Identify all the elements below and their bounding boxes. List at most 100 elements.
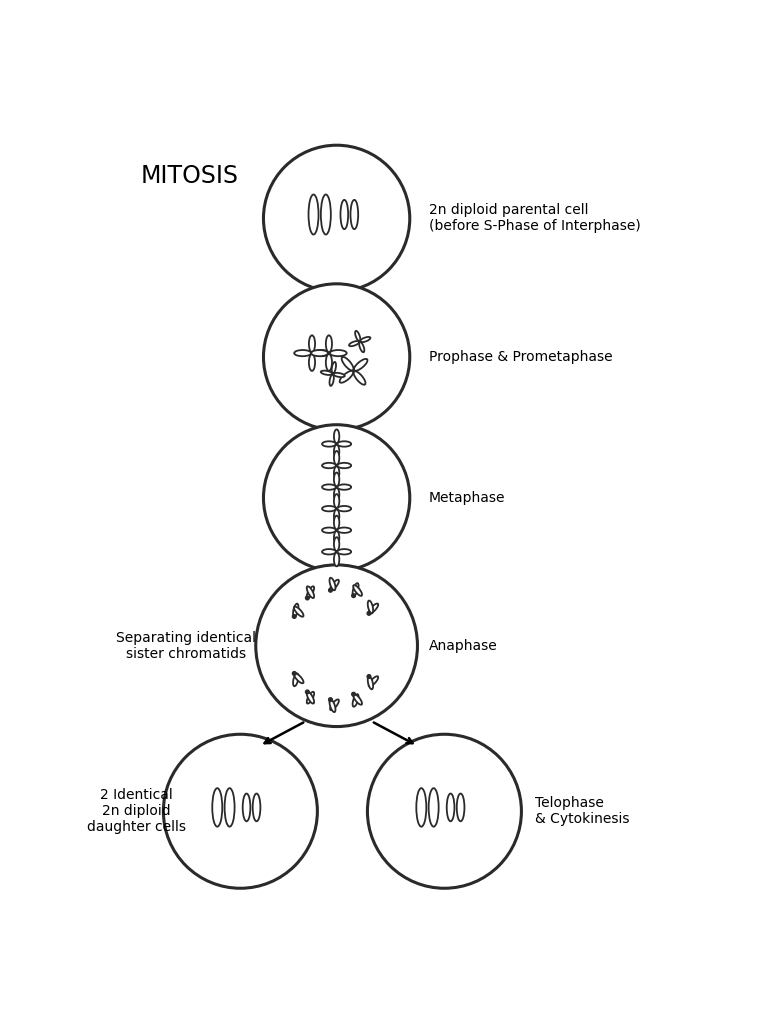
Ellipse shape bbox=[322, 463, 336, 468]
Circle shape bbox=[329, 589, 333, 592]
Circle shape bbox=[263, 284, 410, 430]
Ellipse shape bbox=[334, 530, 339, 545]
Ellipse shape bbox=[294, 350, 311, 356]
Ellipse shape bbox=[334, 472, 339, 486]
Ellipse shape bbox=[353, 585, 362, 596]
Ellipse shape bbox=[334, 509, 339, 523]
Ellipse shape bbox=[334, 516, 339, 529]
Ellipse shape bbox=[359, 342, 364, 352]
Ellipse shape bbox=[369, 603, 378, 613]
Ellipse shape bbox=[330, 699, 339, 710]
Circle shape bbox=[293, 614, 296, 618]
Ellipse shape bbox=[329, 350, 346, 356]
Ellipse shape bbox=[334, 451, 339, 465]
Ellipse shape bbox=[337, 549, 351, 554]
Ellipse shape bbox=[349, 341, 359, 346]
Circle shape bbox=[329, 697, 333, 701]
Ellipse shape bbox=[355, 331, 360, 341]
Circle shape bbox=[164, 734, 317, 888]
Ellipse shape bbox=[337, 506, 351, 511]
Ellipse shape bbox=[350, 200, 358, 229]
Ellipse shape bbox=[337, 527, 351, 532]
Ellipse shape bbox=[326, 354, 332, 371]
Ellipse shape bbox=[429, 788, 439, 826]
Ellipse shape bbox=[353, 694, 362, 705]
Text: Separating identical
sister chromatids: Separating identical sister chromatids bbox=[117, 631, 257, 660]
Ellipse shape bbox=[309, 354, 315, 371]
Ellipse shape bbox=[309, 195, 319, 234]
Ellipse shape bbox=[322, 549, 336, 554]
Ellipse shape bbox=[337, 463, 351, 468]
Circle shape bbox=[352, 692, 356, 696]
Ellipse shape bbox=[294, 673, 303, 683]
Ellipse shape bbox=[334, 444, 339, 459]
Circle shape bbox=[367, 734, 521, 888]
Ellipse shape bbox=[322, 441, 336, 446]
Ellipse shape bbox=[353, 584, 359, 596]
Ellipse shape bbox=[342, 357, 353, 371]
Text: Telophase
& Cytokinesis: Telophase & Cytokinesis bbox=[535, 797, 630, 826]
Ellipse shape bbox=[337, 441, 351, 446]
Ellipse shape bbox=[334, 538, 339, 551]
Ellipse shape bbox=[212, 788, 222, 826]
Ellipse shape bbox=[333, 373, 345, 377]
Ellipse shape bbox=[224, 788, 234, 826]
Ellipse shape bbox=[321, 195, 331, 234]
Circle shape bbox=[263, 425, 410, 571]
Ellipse shape bbox=[306, 692, 314, 703]
Ellipse shape bbox=[360, 337, 370, 342]
Ellipse shape bbox=[329, 375, 334, 386]
Circle shape bbox=[306, 690, 310, 693]
Ellipse shape bbox=[243, 794, 250, 821]
Ellipse shape bbox=[311, 350, 328, 356]
Circle shape bbox=[293, 672, 296, 675]
Ellipse shape bbox=[447, 794, 455, 821]
Ellipse shape bbox=[329, 699, 336, 712]
Ellipse shape bbox=[334, 553, 339, 566]
Text: Prophase & Prometaphase: Prophase & Prometaphase bbox=[429, 350, 613, 364]
Circle shape bbox=[352, 594, 356, 598]
Ellipse shape bbox=[334, 429, 339, 443]
Ellipse shape bbox=[332, 361, 336, 374]
Ellipse shape bbox=[294, 606, 303, 616]
Circle shape bbox=[306, 596, 310, 600]
Circle shape bbox=[367, 675, 371, 678]
Text: Metaphase: Metaphase bbox=[429, 490, 505, 505]
Ellipse shape bbox=[354, 358, 367, 371]
Ellipse shape bbox=[334, 495, 339, 508]
Text: Anaphase: Anaphase bbox=[429, 639, 498, 652]
Ellipse shape bbox=[369, 676, 378, 686]
Ellipse shape bbox=[368, 677, 373, 689]
Ellipse shape bbox=[306, 587, 314, 598]
Ellipse shape bbox=[353, 694, 359, 707]
Circle shape bbox=[256, 565, 418, 727]
Ellipse shape bbox=[253, 794, 260, 821]
Ellipse shape bbox=[293, 674, 299, 686]
Ellipse shape bbox=[368, 601, 373, 613]
Ellipse shape bbox=[321, 371, 333, 375]
Ellipse shape bbox=[322, 506, 336, 511]
Ellipse shape bbox=[334, 466, 339, 480]
Ellipse shape bbox=[353, 371, 366, 385]
Ellipse shape bbox=[416, 788, 426, 826]
Circle shape bbox=[263, 145, 410, 292]
Ellipse shape bbox=[337, 484, 351, 489]
Ellipse shape bbox=[339, 371, 353, 383]
Circle shape bbox=[367, 611, 371, 615]
Ellipse shape bbox=[306, 587, 314, 598]
Ellipse shape bbox=[326, 335, 332, 352]
Ellipse shape bbox=[322, 527, 336, 532]
Ellipse shape bbox=[330, 580, 339, 591]
Text: MITOSIS: MITOSIS bbox=[141, 165, 238, 188]
Text: 2 Identical
2n diploid
daughter cells: 2 Identical 2n diploid daughter cells bbox=[87, 788, 186, 835]
Ellipse shape bbox=[340, 200, 348, 229]
Ellipse shape bbox=[457, 794, 465, 821]
Ellipse shape bbox=[309, 335, 315, 352]
Ellipse shape bbox=[329, 578, 336, 590]
Ellipse shape bbox=[322, 484, 336, 489]
Text: 2n diploid parental cell
(before S-Phase of Interphase): 2n diploid parental cell (before S-Phase… bbox=[429, 203, 641, 233]
Ellipse shape bbox=[334, 487, 339, 502]
Ellipse shape bbox=[306, 692, 314, 703]
Ellipse shape bbox=[313, 350, 329, 356]
Ellipse shape bbox=[293, 604, 299, 616]
